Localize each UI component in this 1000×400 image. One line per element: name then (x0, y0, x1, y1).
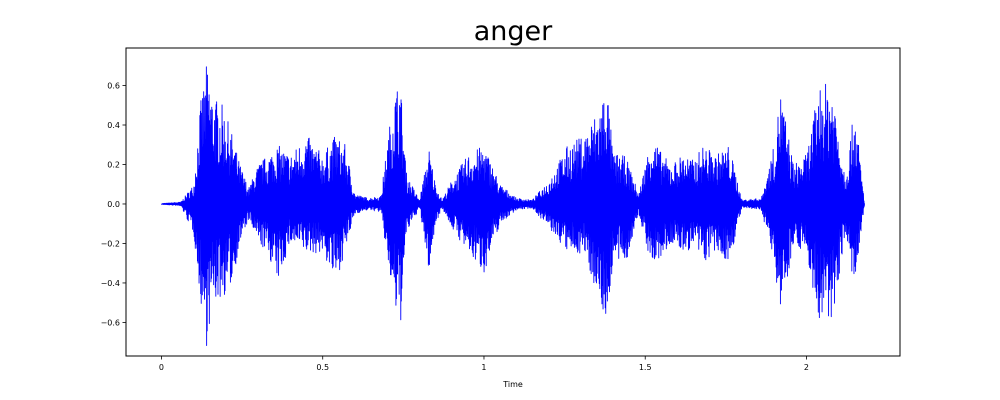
x-tick-label: 0.5 (316, 363, 329, 372)
y-tick-label: −0.2 (101, 239, 120, 248)
y-tick-label: −0.4 (101, 279, 120, 288)
x-tick-label: 0 (159, 363, 164, 372)
x-axis: 0 0.5 1 1.5 2 (159, 356, 809, 372)
x-tick-label: 1.5 (639, 363, 652, 372)
x-axis-label: Time (502, 380, 523, 389)
y-tick-label: 0.4 (107, 121, 120, 130)
waveform-layer (161, 66, 865, 346)
plot-frame (125, 47, 901, 357)
waveform-series (161, 66, 865, 346)
y-axis: −0.6 −0.4 −0.2 0.0 0.2 0.4 0.6 (101, 82, 126, 327)
y-tick-label: 0.2 (107, 160, 120, 169)
chart-title: anger (474, 16, 553, 47)
x-tick-label: 2 (804, 363, 809, 372)
x-tick-label: 1 (481, 363, 486, 372)
y-tick-label: 0.0 (107, 200, 120, 209)
y-tick-label: −0.6 (101, 318, 120, 327)
y-tick-label: 0.6 (107, 82, 120, 91)
